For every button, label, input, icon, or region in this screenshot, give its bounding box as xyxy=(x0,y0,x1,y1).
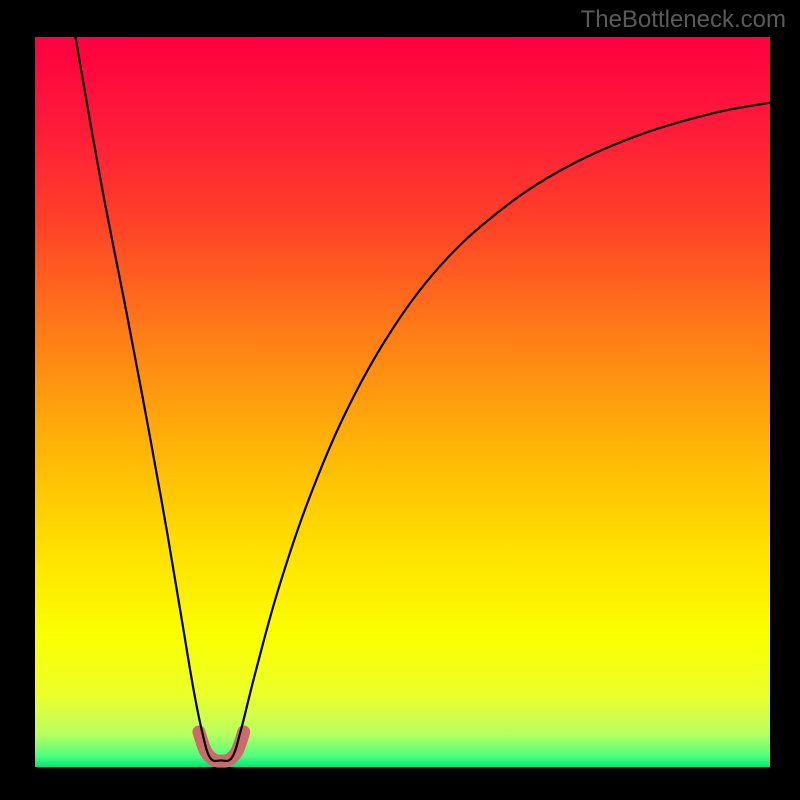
watermark-text: TheBottleneck.com xyxy=(581,6,786,34)
chart-background xyxy=(35,37,770,767)
bottleneck-chart xyxy=(0,0,800,800)
